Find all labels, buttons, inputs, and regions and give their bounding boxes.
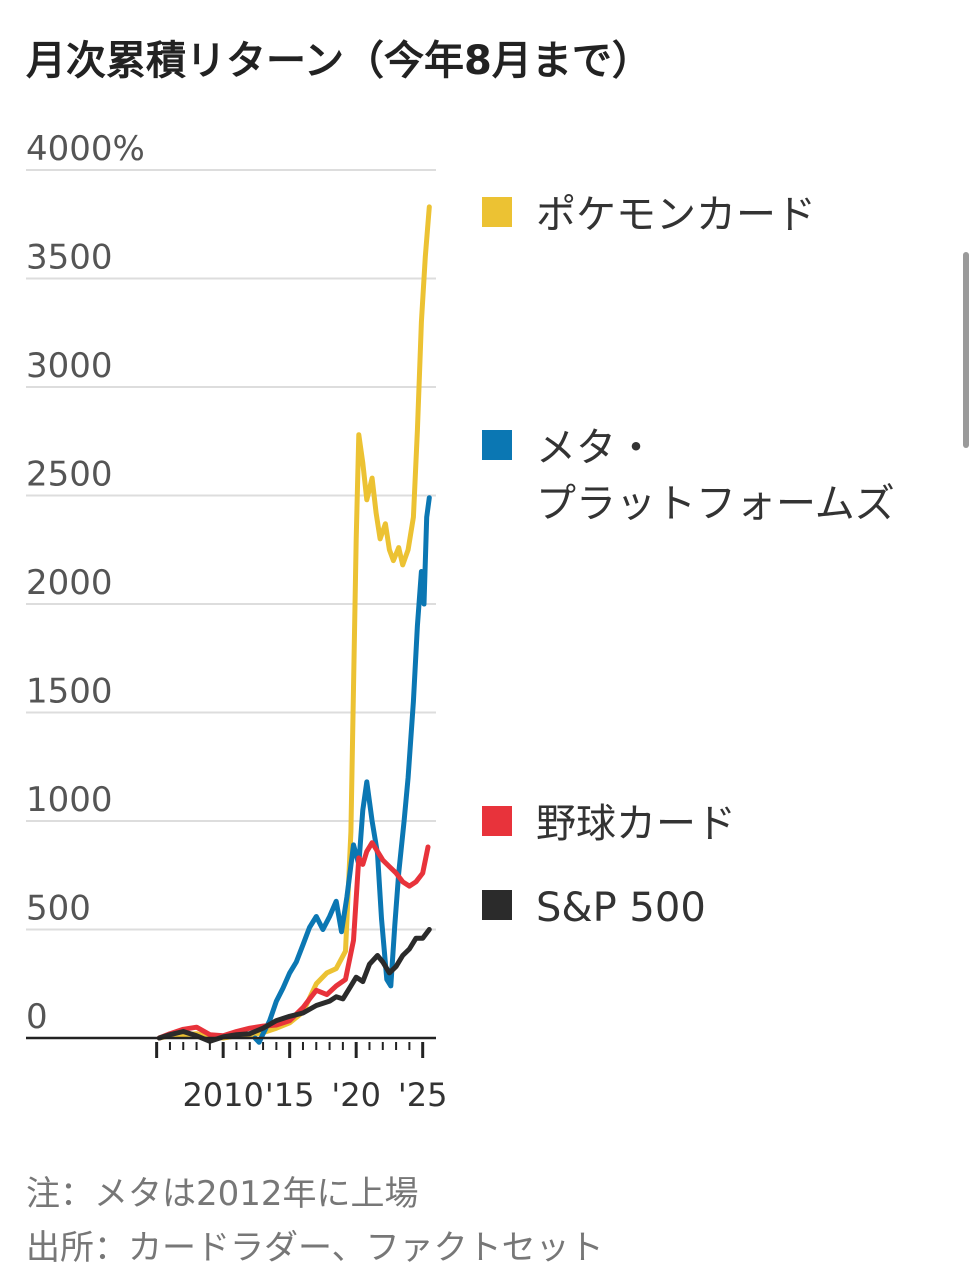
- footnote: 注：メタは2012年に上場: [26, 1174, 419, 1214]
- legend-swatch: [482, 806, 512, 836]
- legend-swatch: [482, 430, 512, 460]
- legend-label: メタ・ プラットフォームズ: [536, 425, 895, 527]
- legend-item: S&P 500: [482, 880, 706, 936]
- y-tick-label: 2000: [26, 563, 113, 603]
- x-tick-label: 2010: [182, 1076, 263, 1114]
- y-tick-label: 500: [26, 889, 91, 929]
- legend-item: ポケモンカード: [482, 187, 816, 243]
- x-tick-label: '15: [265, 1076, 315, 1114]
- chart-title: 月次累積リターン（今年8月まで）: [26, 38, 652, 84]
- y-tick-label: 1500: [26, 672, 113, 712]
- legend-item: メタ・ プラットフォームズ: [482, 420, 895, 532]
- legend-label: S&P 500: [536, 885, 706, 931]
- legend-swatch: [482, 890, 512, 920]
- series-lines: [156, 204, 432, 1045]
- y-tick-label: 3000: [26, 346, 113, 386]
- y-axis-ticks: 4000% 3500 3000 2500 2000 1500 1000 500 0: [26, 129, 145, 1037]
- legend-item: 野球カード: [482, 796, 736, 852]
- y-tick-label: 0: [26, 997, 48, 1037]
- y-tick-label: 4000%: [26, 129, 145, 169]
- legend-swatch: [482, 197, 512, 227]
- y-tick-label: 1000: [26, 780, 113, 820]
- line-chart: 4000% 3500 3000 2500 2000 1500 1000 500 0 2010'1…: [26, 129, 448, 1114]
- y-tick-label: 3500: [26, 238, 113, 278]
- legend-label: 野球カード: [536, 801, 736, 847]
- x-axis: 2010'15 '20 '25: [26, 1036, 448, 1114]
- series-line-0: [156, 204, 432, 1041]
- source-note: 出所：カードラダー、ファクトセット: [26, 1228, 604, 1268]
- vertical-scrollbar[interactable]: [963, 252, 969, 448]
- x-tick-label: '25: [398, 1076, 448, 1114]
- series-line-2: [156, 840, 431, 1041]
- legend-label: ポケモンカード: [536, 192, 816, 238]
- x-tick-label: '20: [331, 1076, 381, 1114]
- y-tick-label: 2500: [26, 455, 113, 495]
- gridlines: [26, 169, 436, 931]
